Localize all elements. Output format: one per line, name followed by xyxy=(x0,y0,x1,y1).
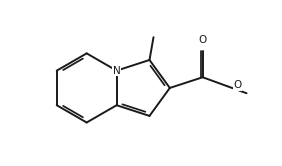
Text: N: N xyxy=(113,66,120,76)
Text: O: O xyxy=(199,35,207,45)
Text: O: O xyxy=(233,81,242,90)
